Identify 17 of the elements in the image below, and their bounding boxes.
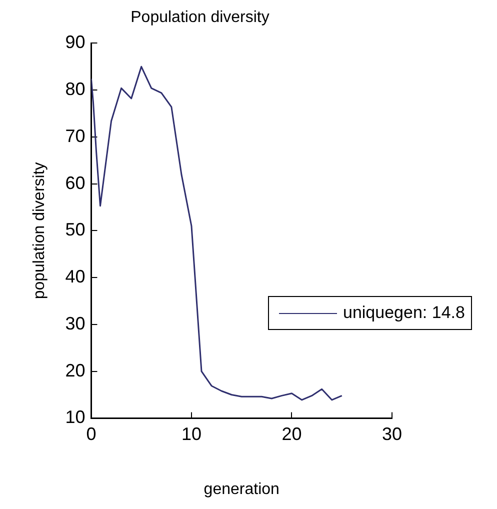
chart-title: Population diversity — [130, 9, 270, 26]
y-tick-label: 30 — [65, 313, 86, 334]
y-tick-label: 50 — [65, 220, 86, 240]
y-tick-label: 80 — [65, 79, 86, 100]
y-tick-label: 70 — [65, 126, 86, 146]
y-axis-title: population diversity — [31, 162, 48, 300]
x-tick-label: 10 — [181, 424, 202, 444]
x-tick-label: 30 — [382, 424, 402, 444]
y-tick-label: 90 — [65, 32, 86, 52]
legend-label: uniquegen: 14.8 — [343, 303, 465, 323]
x-tick-label: 20 — [282, 424, 302, 444]
x-axis-title: generation — [204, 480, 280, 498]
y-tick-label: 20 — [65, 360, 86, 380]
y-tick-label: 60 — [65, 172, 86, 193]
y-tick-label: 40 — [65, 266, 86, 287]
x-tick-label: 0 — [86, 424, 96, 444]
y-tick-label: 10 — [65, 407, 86, 428]
